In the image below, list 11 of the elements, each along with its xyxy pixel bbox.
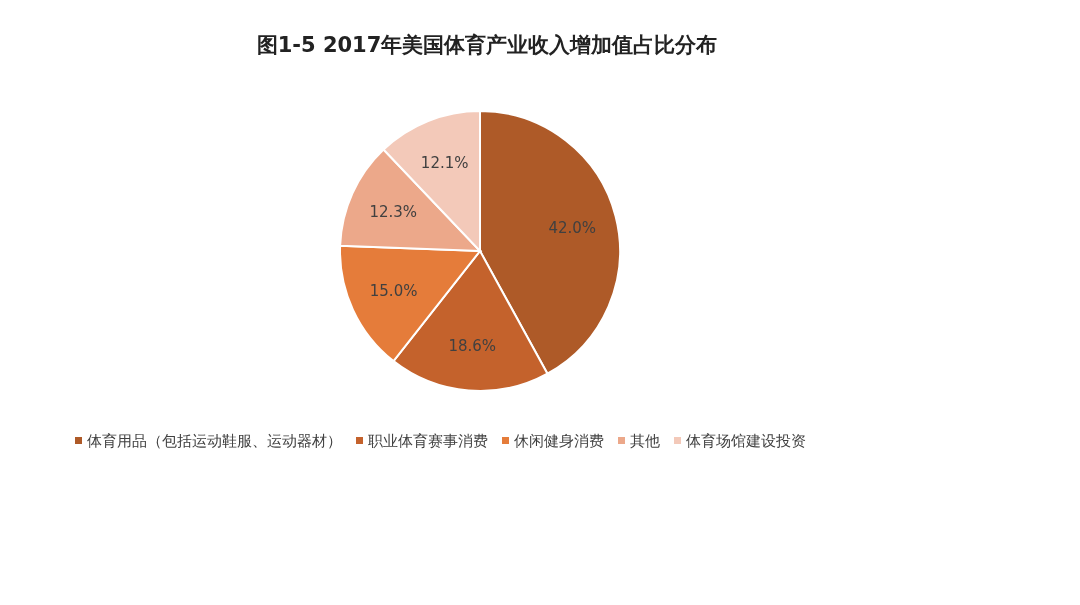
data-label: 12.1%: [420, 153, 469, 172]
chart-title: 图1-5 2017年美国体育产业收入增加值占比分布: [256, 33, 718, 57]
legend-label: 其他: [630, 432, 660, 451]
data-label: 12.3%: [369, 203, 418, 222]
legend-label: 休闲健身消费: [514, 432, 604, 451]
data-label: 15.0%: [369, 282, 418, 301]
data-label: 18.6%: [448, 337, 497, 356]
legend-label: 体育用品（包括运动鞋服、运动器材）: [87, 432, 342, 451]
legend-label: 体育场馆建设投资: [686, 432, 806, 451]
data-label: 42.0%: [548, 218, 597, 237]
legend-label: 职业体育赛事消费: [368, 432, 488, 451]
